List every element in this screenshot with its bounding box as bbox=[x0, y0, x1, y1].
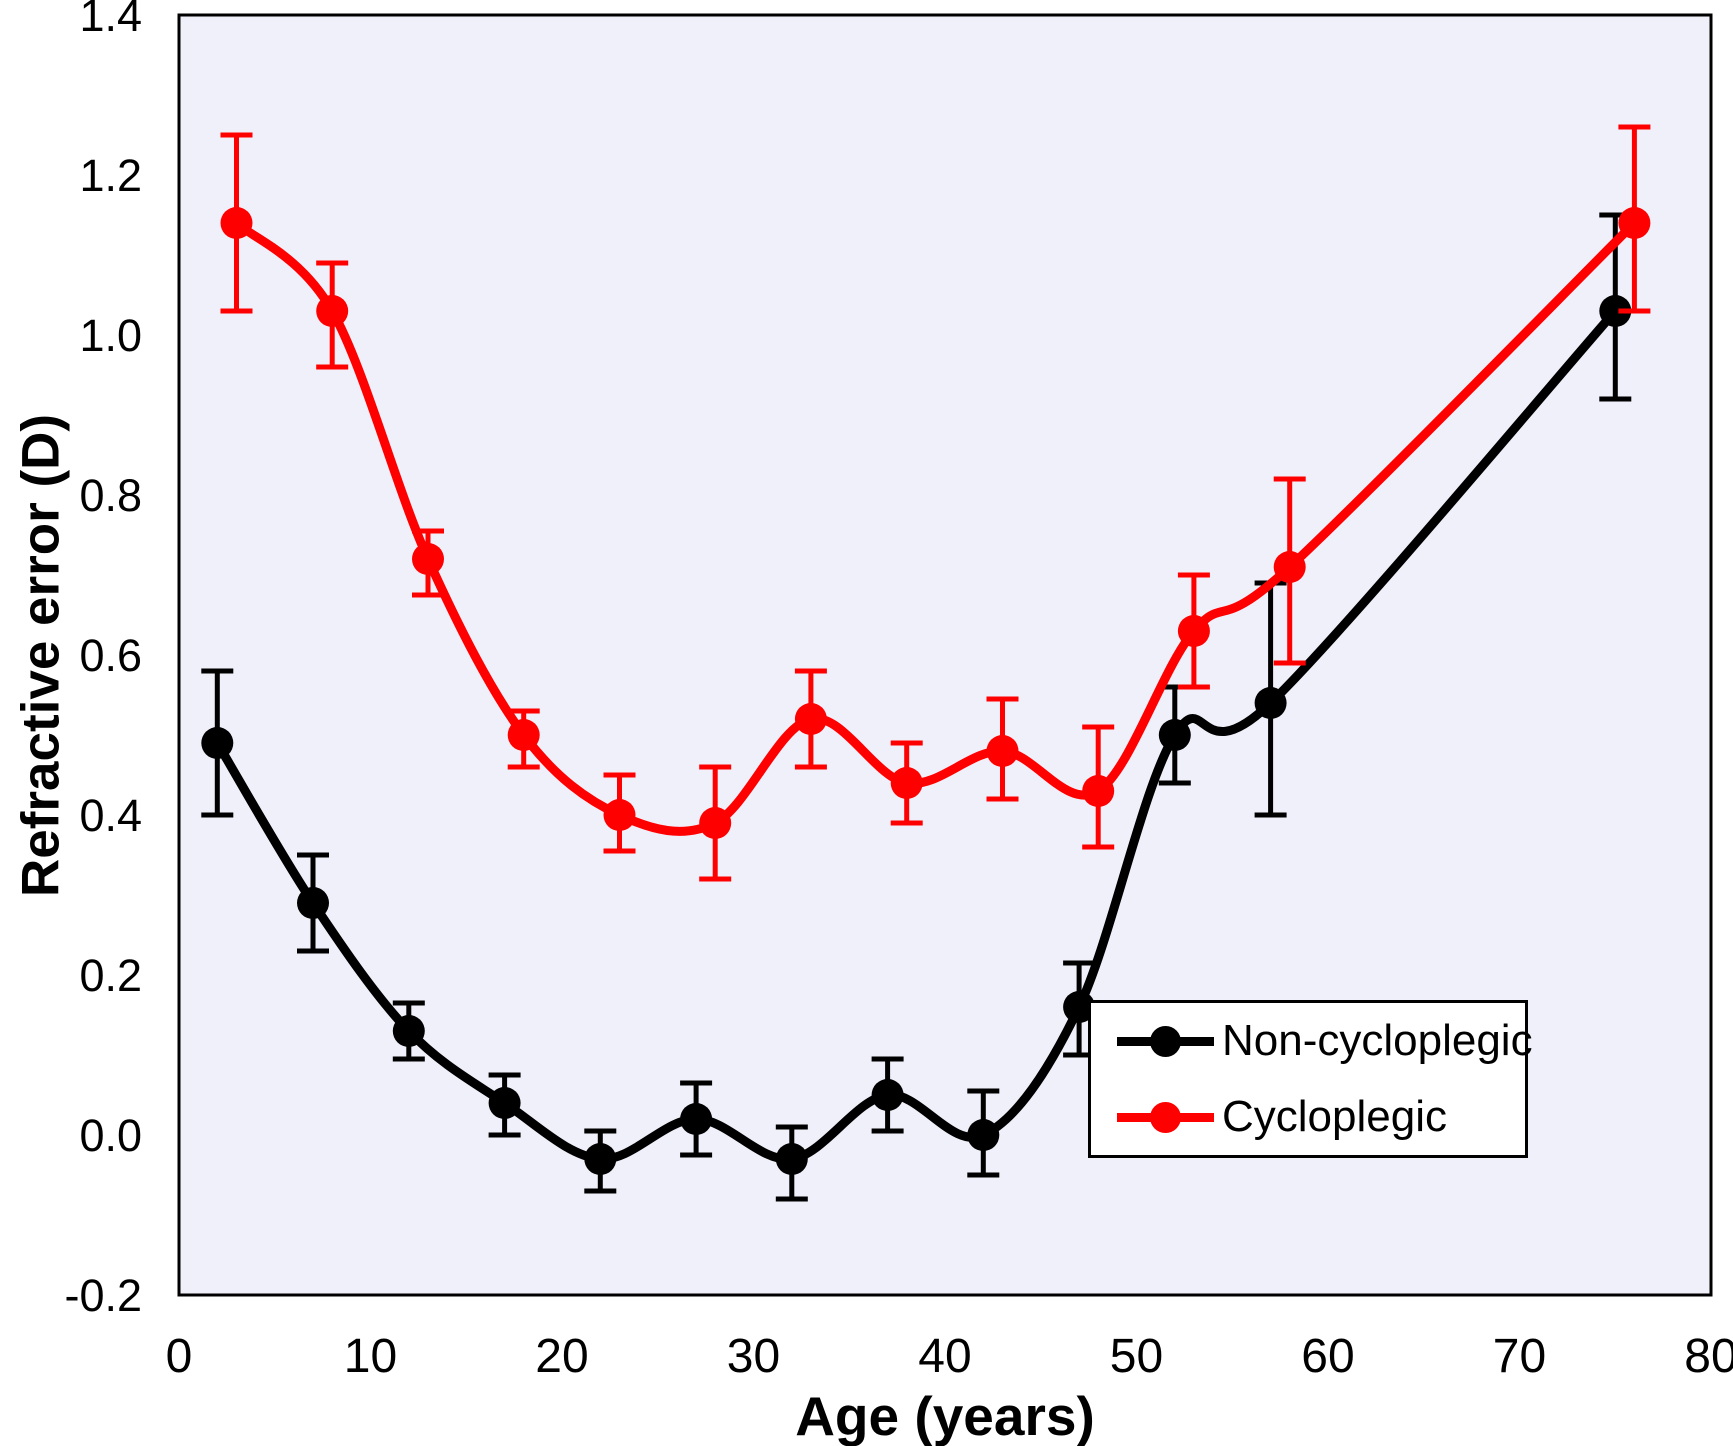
legend-label: Cycloplegic bbox=[1222, 1092, 1447, 1141]
x-tick-label: 60 bbox=[1301, 1330, 1354, 1383]
data-point-non-cycloplegic bbox=[680, 1103, 713, 1135]
series-cycloplegic bbox=[220, 124, 1651, 882]
data-point-non-cycloplegic bbox=[967, 1119, 1000, 1151]
data-point-non-cycloplegic bbox=[871, 1079, 904, 1111]
y-tick-label: 0.6 bbox=[79, 630, 142, 681]
series-non-cycloplegic bbox=[201, 212, 1632, 1202]
data-point-non-cycloplegic bbox=[1254, 687, 1287, 719]
data-point-cycloplegic bbox=[699, 807, 732, 839]
data-point-non-cycloplegic bbox=[1063, 991, 1096, 1023]
y-tick-label: 1.2 bbox=[79, 150, 142, 201]
legend-marker-icon bbox=[1150, 1025, 1181, 1057]
y-tick-label: -0.2 bbox=[64, 1270, 142, 1321]
data-point-cycloplegic bbox=[1273, 551, 1306, 583]
legend-marker-icon bbox=[1150, 1101, 1181, 1133]
legend-line-sample bbox=[1117, 1101, 1214, 1133]
data-point-cycloplegic bbox=[316, 295, 349, 327]
x-tick-labels: 0 10 20 30 40 50 60 70 80 bbox=[166, 1330, 1733, 1383]
data-point-non-cycloplegic bbox=[392, 1015, 425, 1047]
data-point-cycloplegic bbox=[603, 799, 636, 831]
x-tick-label: 80 bbox=[1684, 1330, 1733, 1383]
x-tick-label: 50 bbox=[1110, 1330, 1163, 1383]
data-point-cycloplegic bbox=[890, 767, 923, 799]
y-tick-label: 1.0 bbox=[79, 310, 142, 361]
y-tick-label: 0.8 bbox=[79, 470, 142, 521]
y-tick-label: 0.2 bbox=[79, 950, 142, 1001]
y-axis-title: Refractive error (D) bbox=[11, 413, 71, 897]
data-point-cycloplegic bbox=[220, 207, 253, 239]
y-tick-labels: 1.4 1.2 1.0 0.8 0.6 0.4 0.2 0.0 -0.2 bbox=[64, 0, 142, 1321]
y-tick-label: 0.4 bbox=[79, 790, 142, 841]
y-tick-label: 1.4 bbox=[79, 0, 142, 41]
x-axis-title: Age (years) bbox=[795, 1385, 1095, 1446]
legend-line-sample bbox=[1117, 1025, 1214, 1057]
data-point-non-cycloplegic bbox=[201, 727, 234, 759]
legend-item-cycloplegic: Cycloplegic bbox=[1117, 1092, 1525, 1142]
data-point-cycloplegic bbox=[507, 719, 540, 751]
data-point-non-cycloplegic bbox=[584, 1143, 617, 1175]
legend: Non-cycloplegic Cycloplegic bbox=[1088, 1000, 1533, 1158]
x-tick-label: 10 bbox=[344, 1330, 397, 1383]
data-point-cycloplegic bbox=[1082, 775, 1115, 807]
data-point-cycloplegic bbox=[412, 543, 444, 575]
data-point-non-cycloplegic bbox=[297, 887, 329, 919]
data-point-cycloplegic bbox=[986, 735, 1019, 767]
x-tick-label: 30 bbox=[727, 1330, 780, 1383]
data-point-cycloplegic bbox=[1618, 207, 1651, 239]
x-tick-label: 70 bbox=[1493, 1330, 1546, 1383]
data-point-non-cycloplegic bbox=[775, 1143, 808, 1175]
legend-item-non-cycloplegic: Non-cycloplegic bbox=[1117, 1016, 1533, 1066]
data-point-non-cycloplegic bbox=[488, 1087, 521, 1119]
x-tick-label: 0 bbox=[166, 1330, 193, 1383]
data-point-cycloplegic bbox=[1177, 615, 1210, 647]
x-tick-label: 40 bbox=[918, 1330, 971, 1383]
legend-label: Non-cycloplegic bbox=[1222, 1016, 1533, 1065]
y-tick-label: 0.0 bbox=[79, 1110, 142, 1161]
x-tick-label: 20 bbox=[535, 1330, 588, 1383]
data-point-non-cycloplegic bbox=[1599, 295, 1632, 327]
data-point-non-cycloplegic bbox=[1158, 719, 1191, 751]
data-point-cycloplegic bbox=[794, 703, 827, 735]
